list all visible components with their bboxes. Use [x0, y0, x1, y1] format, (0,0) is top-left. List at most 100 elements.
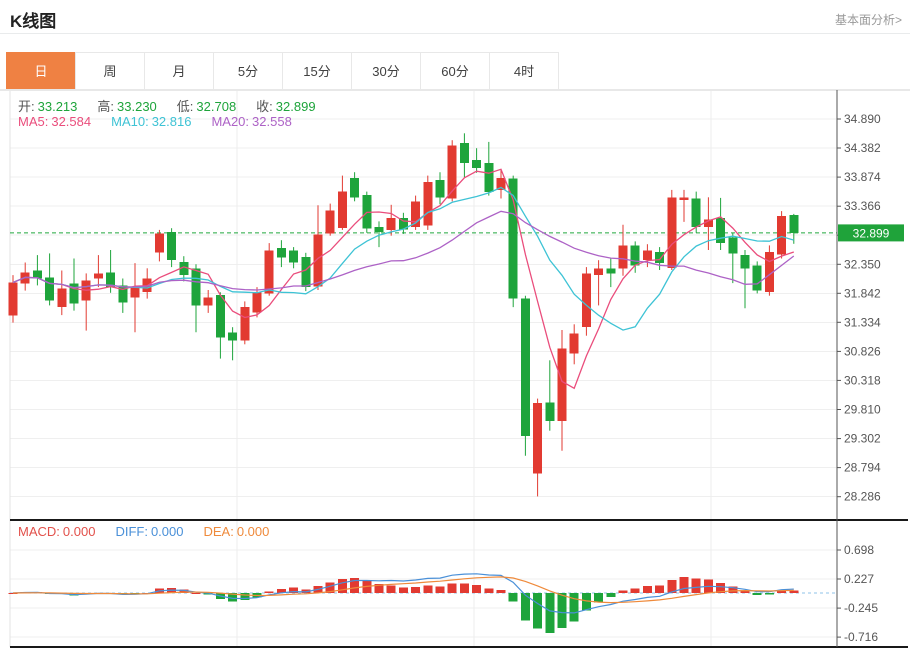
price-axis-label: 28.794 [844, 461, 881, 475]
price-axis-label: 30.318 [844, 373, 881, 387]
candle-body [203, 297, 213, 306]
price-axis-label: 32.350 [844, 257, 881, 271]
price-axis-label: 34.382 [844, 141, 881, 155]
candle-body [337, 191, 347, 229]
maRow-ma10: MA10: 32.816 [111, 114, 191, 129]
tab-month[interactable]: 月 [144, 52, 214, 90]
candle-body [533, 403, 543, 474]
maRow-ma20: MA20: 32.558 [211, 114, 291, 129]
macd-bar [557, 593, 567, 628]
ohlcRow-open: 开: 33.213 [18, 96, 77, 115]
low-value: 32.708 [196, 99, 237, 114]
candle-body [93, 273, 103, 279]
candle-body [252, 292, 262, 313]
candle-body [691, 198, 701, 228]
macdRow-dea: DEA: 0.000 [203, 524, 269, 539]
candle-body [313, 234, 323, 287]
candle-body [520, 298, 530, 436]
candle-body [618, 245, 628, 269]
macd-bar [411, 587, 421, 593]
macd-bar [777, 591, 787, 593]
macd-bar [264, 591, 274, 593]
macd-bar [337, 578, 347, 593]
candle-body [496, 177, 506, 190]
macd-bar [764, 593, 774, 595]
macd-bar [203, 593, 213, 595]
candle-body [130, 287, 140, 298]
candle-body [69, 283, 79, 304]
candle-body [276, 248, 286, 258]
macd-bar [569, 593, 579, 622]
macd-bar [691, 578, 701, 593]
ma5-label: MA5: [18, 114, 49, 129]
macd-bar [667, 580, 677, 593]
macd-bar [508, 593, 518, 602]
macd-value: 0.000 [62, 524, 96, 539]
ohlc-legend: 开: 33.213 高: 33.230 低: 32.708 收: 32.899 [18, 96, 336, 115]
kline-canvas[interactable]: 34.89034.38233.87433.36632.85832.35031.8… [0, 90, 910, 648]
macd-bar [276, 588, 286, 593]
ohlcRow-close: 收: 32.899 [256, 96, 315, 115]
candle-body [8, 282, 18, 316]
tab-5min[interactable]: 5分 [213, 52, 283, 90]
candle-body [630, 245, 640, 266]
macd-bar [398, 587, 408, 593]
open-value: 33.213 [37, 99, 78, 114]
tab-60min[interactable]: 60分 [420, 52, 490, 90]
tab-week[interactable]: 周 [75, 52, 145, 90]
macd-bar [374, 584, 384, 593]
price-axis-label: 33.366 [844, 199, 881, 213]
tab-day[interactable]: 日 [6, 52, 76, 90]
candle-body [191, 268, 201, 306]
candle-body [789, 214, 799, 233]
macd-bar [362, 581, 372, 593]
ma20-line [12, 210, 795, 291]
candle-body [423, 181, 433, 226]
macd-bar [545, 593, 555, 634]
macd-bar [581, 593, 591, 611]
candle-body [581, 273, 591, 328]
candle-body [472, 160, 482, 169]
macd-axis-label: -0.245 [844, 601, 878, 615]
candle-body [447, 145, 457, 199]
macd-bar [325, 582, 335, 593]
macd-axis-label: 0.227 [844, 572, 874, 586]
fundamental-analysis-link[interactable]: 基本面分析> [834, 13, 902, 27]
price-axis-label: 34.890 [844, 112, 881, 126]
macd-label: MACD: [18, 524, 60, 539]
candle-body [106, 272, 116, 288]
macd-bar [630, 588, 640, 593]
candle-body [386, 217, 396, 230]
diff-value: 0.000 [150, 524, 184, 539]
price-axis-label: 33.874 [844, 170, 881, 184]
header-divider [0, 33, 910, 34]
candle-body [325, 210, 335, 234]
ohlcRow-high: 高: 33.230 [97, 96, 156, 115]
tab-4hour[interactable]: 4时 [489, 52, 559, 90]
tab-30min[interactable]: 30分 [351, 52, 421, 90]
tab-15min[interactable]: 15分 [282, 52, 352, 90]
macd-bar [435, 586, 445, 593]
price-axis-label: 29.302 [844, 432, 881, 446]
candle-body [594, 268, 604, 276]
macd-axis-label: -0.716 [844, 630, 878, 644]
price-axis-label: 30.826 [844, 344, 881, 358]
macd-bar [240, 593, 250, 600]
candle-body [179, 262, 189, 276]
candle-body [642, 250, 652, 261]
macd-legend: MACD: 0.000 DIFF: 0.000 DEA: 0.000 [18, 524, 289, 539]
kline-chart[interactable]: 开: 33.213 高: 33.230 低: 32.708 收: 32.899 MA5: 32.… [0, 90, 910, 648]
macd-bar [447, 583, 457, 593]
tabs-bottom-border [0, 89, 910, 90]
macd-bar [520, 593, 530, 621]
ma-legend: MA5: 32.584 MA10: 32.816 MA20: 32.558 [18, 114, 312, 129]
macd-bar [484, 588, 494, 593]
macd-bar [642, 586, 652, 593]
macd-bar [8, 593, 18, 594]
current-price-tag [838, 224, 904, 242]
ma20-label: MA20: [211, 114, 250, 129]
macd-bar [179, 589, 189, 593]
macd-bar [533, 593, 543, 629]
diff-label: DIFF: [115, 524, 148, 539]
candle-body [350, 177, 360, 198]
